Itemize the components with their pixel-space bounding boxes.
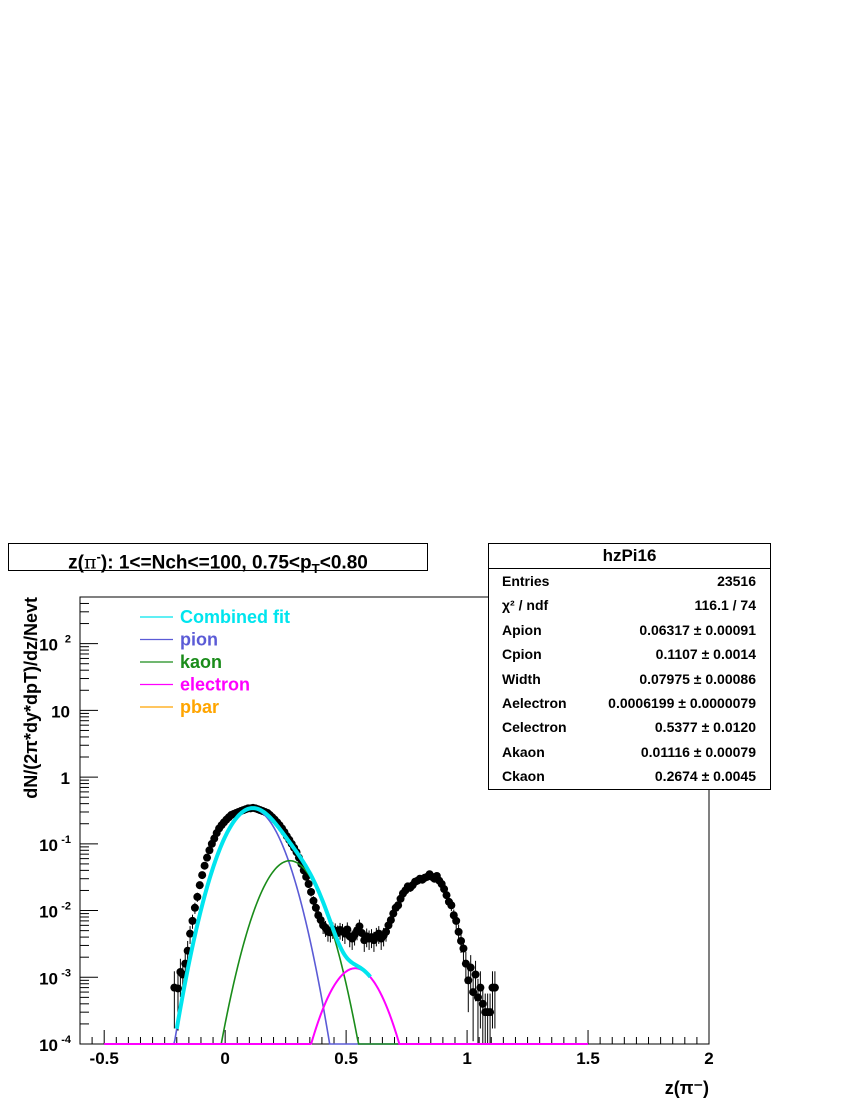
data-point	[203, 853, 212, 862]
title-prefix: z(	[68, 552, 84, 574]
title-pi-sup: -	[96, 549, 101, 564]
combined-fit-curve	[174, 806, 372, 1030]
stats-value: 0.07975 ± 0.00086	[639, 670, 756, 687]
data-point	[200, 861, 209, 870]
stats-value: 0.06317 ± 0.00091	[639, 621, 756, 638]
stats-row: Ckaon 0.2674 ± 0.0045	[489, 764, 770, 788]
data-point	[471, 970, 480, 979]
fit-curves	[104, 806, 589, 1045]
chart-title: z(π-): 1<=Nch<=100, 0.75<pT<0.80	[8, 543, 428, 576]
axis-labels: z(π⁻) dN/(2π*dy*dpT)/dz/Nevt	[21, 597, 709, 1098]
stats-row: Celectron 0.5377 ± 0.0120	[489, 715, 770, 739]
x-tick-label: 0.5	[334, 1049, 358, 1068]
y-axis-title: dN/(2π*dy*dpT)/dz/Nevt	[21, 597, 41, 799]
stats-label: Entries	[502, 573, 550, 589]
title-mid: ): 1<=Nch<=100, 0.75<p	[100, 552, 312, 574]
stats-label: Celectron	[502, 719, 567, 736]
stats-label: Cpion	[502, 646, 542, 663]
data-point	[193, 892, 202, 901]
data-point	[459, 944, 468, 953]
stats-label: Aelectron	[502, 694, 567, 711]
stats-row: Width 0.07975 ± 0.00086	[489, 667, 770, 691]
data-point	[452, 916, 461, 925]
stats-row: Apion 0.06317 ± 0.00091	[489, 618, 770, 642]
stats-value: 0.1107 ± 0.0014	[655, 646, 756, 663]
y-tick-label: 1	[61, 769, 70, 788]
stats-value: 0.5377 ± 0.0120	[654, 719, 756, 736]
legend-entry: kaon	[180, 652, 222, 672]
data-point	[190, 903, 199, 912]
stats-rows: Entries 23516 χ² / ndf 116.1 / 74 Apion 0.063…	[489, 569, 770, 789]
y-tick-exponent: 2	[65, 634, 71, 646]
legend-entry: Combined fit	[180, 607, 290, 627]
stats-name: hzPi16	[489, 544, 770, 569]
kaon-curve	[104, 859, 589, 1045]
stats-row: Cpion 0.1107 ± 0.0014	[489, 642, 770, 666]
x-tick-label: 2	[704, 1049, 713, 1068]
data-point	[307, 887, 316, 896]
stats-label: χ² / ndf	[502, 597, 549, 614]
y-tick-exponent: -2	[61, 901, 71, 913]
y-tick-label: 10	[39, 969, 58, 988]
stats-row: Aelectron 0.0006199 ± 0.0000079	[489, 691, 770, 715]
stats-row: Akaon 0.01116 ± 0.00079	[489, 740, 770, 764]
data-point	[205, 846, 214, 855]
data-point	[466, 963, 475, 972]
x-tick-label: 1.5	[576, 1049, 600, 1068]
y-tick-label: 10	[39, 836, 58, 855]
stats-value: 116.1 / 74	[694, 597, 756, 614]
stats-box: hzPi16 Entries 23516 χ² / ndf 116.1 / 74 Api…	[488, 543, 771, 790]
x-tick-label: 1	[462, 1049, 471, 1068]
stats-value: 0.01116 ± 0.00079	[640, 743, 756, 760]
stats-row: χ² / ndf 116.1 / 74	[489, 593, 770, 617]
data-points	[170, 803, 499, 1044]
data-point	[198, 871, 207, 880]
stats-label: Ckaon	[502, 768, 545, 785]
electron-curve	[104, 967, 589, 1045]
data-point	[447, 901, 456, 910]
stats-label: Apion	[502, 621, 542, 638]
data-point	[186, 929, 195, 938]
stats-row: Entries 23516	[489, 569, 770, 593]
stats-value: 0.2674 ± 0.0045	[654, 768, 756, 785]
y-tick-label: 10	[39, 636, 58, 655]
data-point	[188, 916, 197, 925]
title-pi: π	[83, 551, 97, 574]
data-point	[490, 983, 499, 992]
x-tick-label: -0.5	[90, 1049, 119, 1068]
y-tick-exponent: -4	[61, 1034, 72, 1046]
y-tick-exponent: -3	[61, 967, 71, 979]
stats-value: 23516	[717, 573, 756, 589]
y-tick-label: 10	[39, 903, 58, 922]
x-tick-label: 0	[220, 1049, 229, 1068]
data-point	[195, 881, 204, 890]
data-point	[442, 891, 451, 900]
x-axis-title: z(π⁻)	[665, 1078, 709, 1098]
stats-label: Akaon	[502, 743, 545, 760]
stats-value: 0.0006199 ± 0.0000079	[608, 694, 756, 711]
data-point	[304, 879, 313, 888]
y-tick-exponent: -1	[61, 834, 71, 846]
legend-entry: electron	[180, 675, 250, 695]
y-tick-label: 10	[51, 702, 70, 721]
title-suffix: <0.80	[319, 552, 368, 574]
y-tick-label: 10	[39, 1036, 58, 1055]
legend-entry: pion	[180, 630, 218, 650]
legend-entry: pbar	[180, 697, 219, 717]
stats-label: Width	[502, 670, 541, 687]
title-sub: T	[311, 561, 320, 577]
